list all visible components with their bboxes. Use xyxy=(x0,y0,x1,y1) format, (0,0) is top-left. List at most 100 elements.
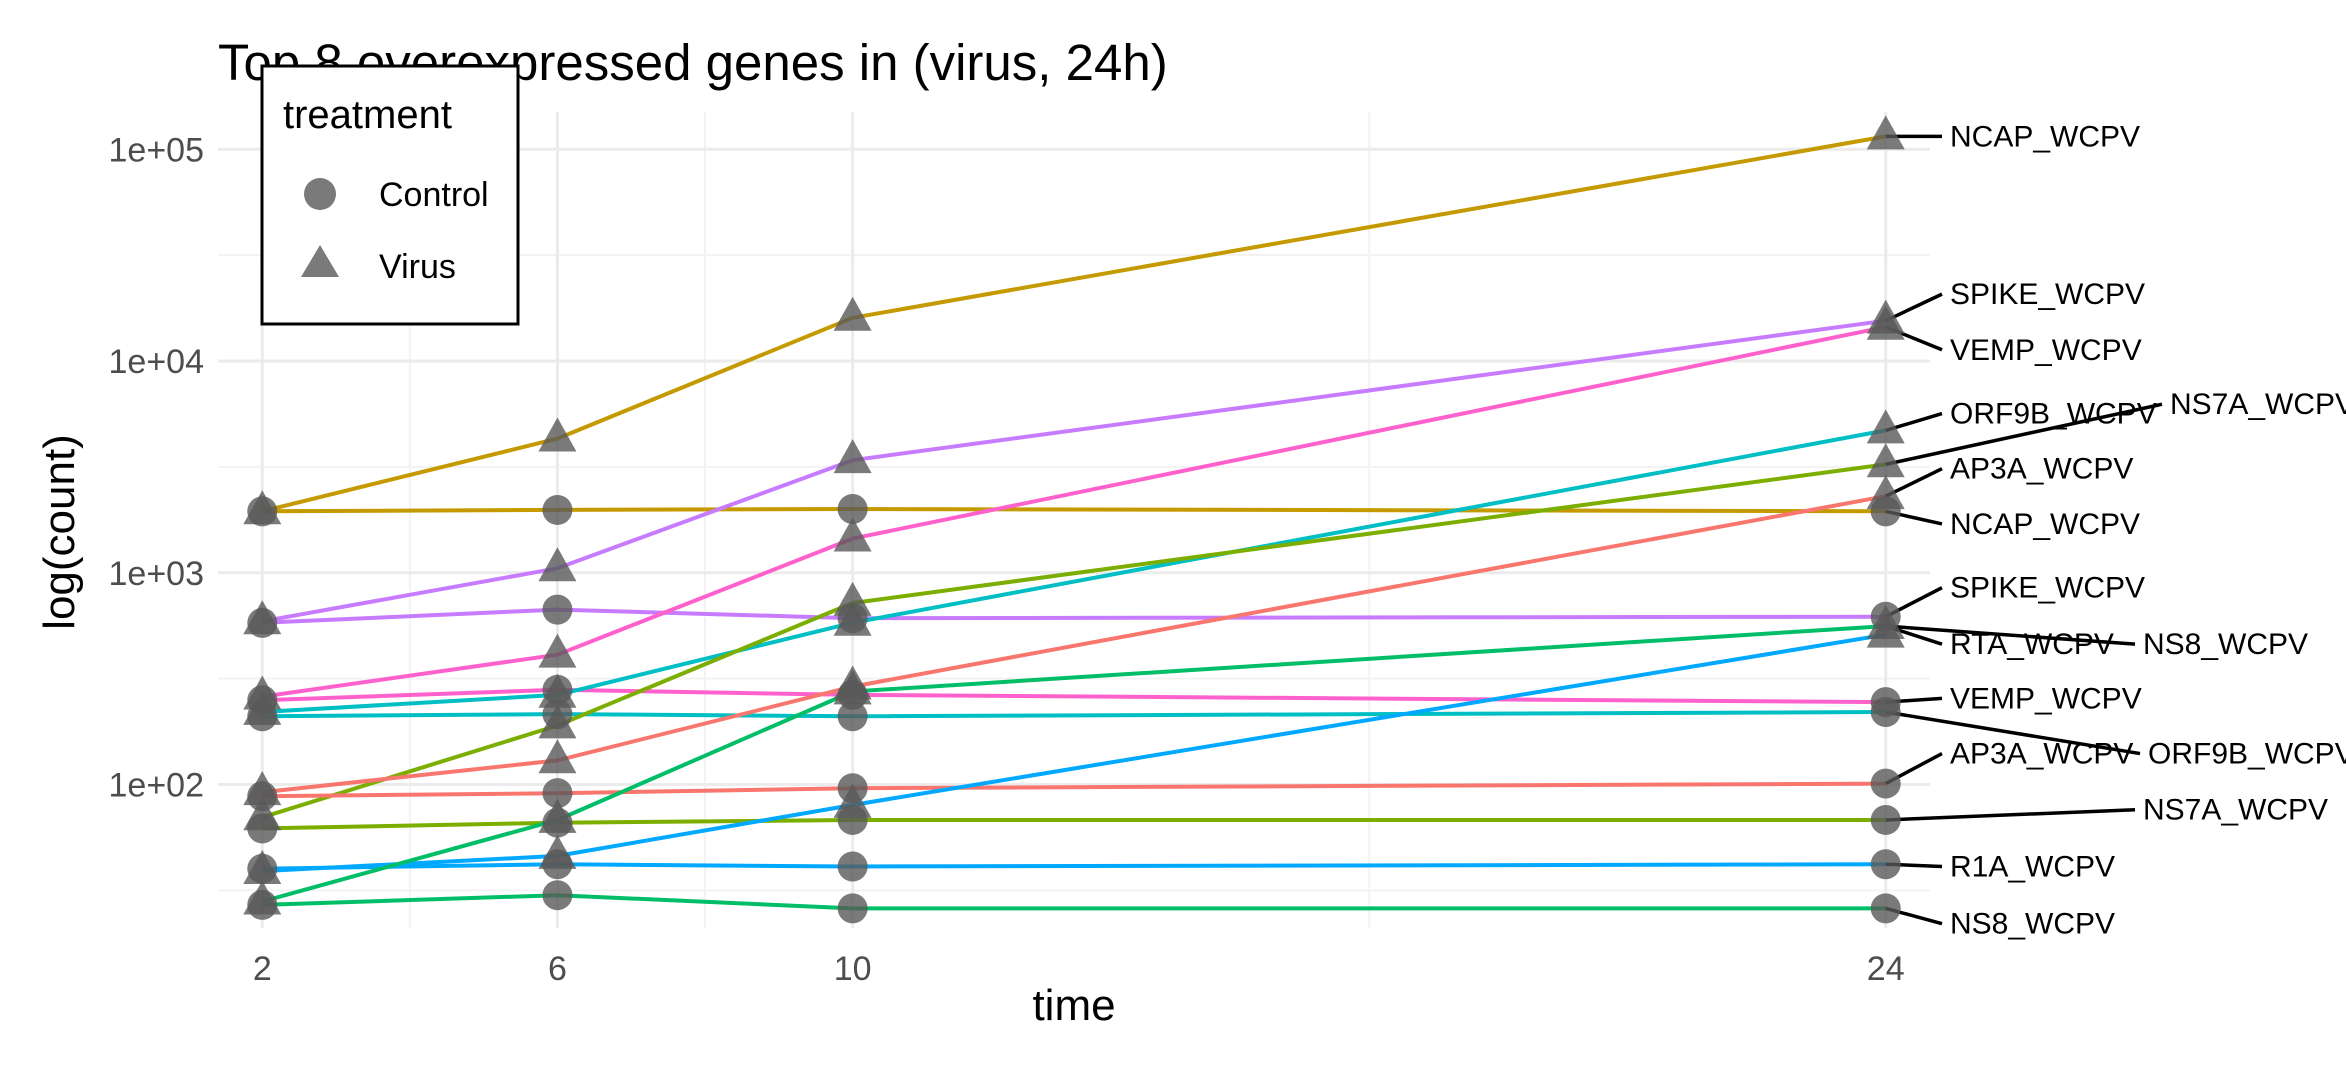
y-tick-label: 1e+02 xyxy=(109,766,205,804)
y-tick-label: 1e+05 xyxy=(109,131,205,169)
data-point-virus xyxy=(1866,305,1905,340)
data-point-control xyxy=(837,701,868,732)
series-line-vemp_wcpv-control xyxy=(262,687,1886,705)
legend: treatment Control Virus xyxy=(260,64,520,326)
series-line-ns7a_wcpv-virus xyxy=(261,462,1886,820)
gene-label: NS7A_WCPV xyxy=(2143,794,2328,827)
gene-label: VEMP_WCPV xyxy=(1950,682,2142,715)
gene-label: ORF9B_WCPV xyxy=(2148,738,2346,771)
data-point-virus xyxy=(538,798,577,833)
data-point-virus xyxy=(538,547,577,582)
data-point-control xyxy=(837,851,868,882)
data-point-virus xyxy=(538,739,577,774)
series-line-ncap_wcpv-virus xyxy=(261,134,1887,514)
data-point-control xyxy=(542,494,573,525)
series-line-orf9b_wcpv-control xyxy=(262,710,1886,719)
gene-label: ORF9B_WCPV xyxy=(1950,398,2157,431)
legend-label-virus: Virus xyxy=(379,248,456,286)
series-line-ns8_wcpv-control xyxy=(262,893,1886,911)
x-tick-label: 2 xyxy=(253,950,272,988)
data-point-virus xyxy=(833,670,872,705)
data-point-control xyxy=(247,889,278,920)
legend-title: treatment xyxy=(283,93,452,137)
series-line-ap3a_wcpv-virus xyxy=(262,494,1887,795)
data-point-virus xyxy=(833,783,872,818)
data-point-virus xyxy=(1866,409,1905,444)
data-point-control xyxy=(1870,893,1901,924)
label-connector xyxy=(1885,624,2136,646)
label-connector xyxy=(1885,710,2141,756)
data-point-control xyxy=(247,813,278,844)
data-point-control xyxy=(542,778,573,809)
y-axis-ticks: 1e+02 1e+03 1e+04 1e+05 xyxy=(109,131,205,804)
gene-label: NS8_WCPV xyxy=(2143,628,2308,661)
data-point-virus xyxy=(538,417,577,452)
data-point-virus xyxy=(1866,443,1905,478)
data-point-control xyxy=(837,893,868,924)
label-connector xyxy=(1885,807,2136,822)
data-point-virus xyxy=(833,296,872,331)
x-tick-label: 10 xyxy=(834,950,872,988)
data-point-control xyxy=(542,880,573,911)
data-point-control xyxy=(247,607,278,638)
data-point-control xyxy=(1870,696,1901,727)
data-point-control xyxy=(542,849,573,880)
gene-label: AP3A_WCPV xyxy=(1950,453,2133,486)
data-point-control xyxy=(247,701,278,732)
data-point-virus xyxy=(833,581,872,616)
series-line-r1a_wcpv-virus xyxy=(262,632,1887,874)
gene-label: SPIKE_WCPV xyxy=(1950,572,2145,605)
data-point-virus xyxy=(833,517,872,552)
data-point-control xyxy=(1870,849,1901,880)
y-axis-title: log(count) xyxy=(35,434,84,630)
data-point-virus xyxy=(833,601,872,636)
series-line-spike_wcpv-control xyxy=(262,607,1886,625)
label-connector xyxy=(1884,292,1943,323)
legend-triangle-icon xyxy=(301,245,339,277)
x-tick-label: 24 xyxy=(1867,950,1905,988)
series-line-ncap_wcpv-control xyxy=(262,507,1886,514)
label-connectors xyxy=(1884,134,2163,926)
data-points xyxy=(243,115,1905,924)
data-point-virus xyxy=(538,704,577,739)
series-line-spike_wcpv-virus xyxy=(261,318,1886,624)
x-axis-ticks: 2 6 10 24 xyxy=(253,950,1905,988)
gene-label: R1A_WCPV xyxy=(1950,850,2115,883)
data-point-virus xyxy=(538,673,577,708)
data-point-control xyxy=(1870,804,1901,835)
data-point-virus xyxy=(833,439,872,474)
data-point-control xyxy=(247,853,278,884)
data-point-virus xyxy=(1866,604,1905,639)
series-line-r1a_wcpv-control xyxy=(262,862,1886,871)
series-lines xyxy=(261,134,1887,911)
gene-label: NCAP_WCPV xyxy=(1950,508,2140,541)
series-line-ns7a_wcpv-control xyxy=(262,818,1886,831)
legend-label-control: Control xyxy=(379,176,489,214)
data-point-virus xyxy=(538,633,577,668)
x-tick-label: 6 xyxy=(548,950,567,988)
x-axis-title: time xyxy=(1032,981,1115,1030)
series-line-ns8_wcpv-virus xyxy=(261,624,1886,904)
gene-label: VEMP_WCPV xyxy=(1950,334,2142,367)
gene-label: AP3A_WCPV xyxy=(1950,738,2133,771)
data-point-control xyxy=(247,496,278,527)
y-tick-label: 1e+03 xyxy=(109,555,205,593)
series-line-vemp_wcpv-virus xyxy=(262,324,1887,699)
legend-circle-icon xyxy=(304,178,336,210)
y-tick-label: 1e+04 xyxy=(109,343,205,381)
series-line-orf9b_wcpv-virus xyxy=(262,428,1887,714)
gene-label: RTA_WCPV xyxy=(1950,628,2114,661)
data-point-control xyxy=(542,594,573,625)
label-connector xyxy=(1885,402,2163,467)
data-point-virus xyxy=(1866,115,1905,150)
gene-label: NS8_WCPV xyxy=(1950,908,2115,941)
gene-label: NCAP_WCPV xyxy=(1950,120,2140,153)
label-connector xyxy=(1884,467,1943,498)
data-point-control xyxy=(247,781,278,812)
series-line-ap3a_wcpv-control xyxy=(262,781,1886,799)
gene-label: NS7A_WCPV xyxy=(2170,388,2346,421)
data-point-virus xyxy=(1866,475,1905,510)
data-point-control xyxy=(1870,768,1901,799)
